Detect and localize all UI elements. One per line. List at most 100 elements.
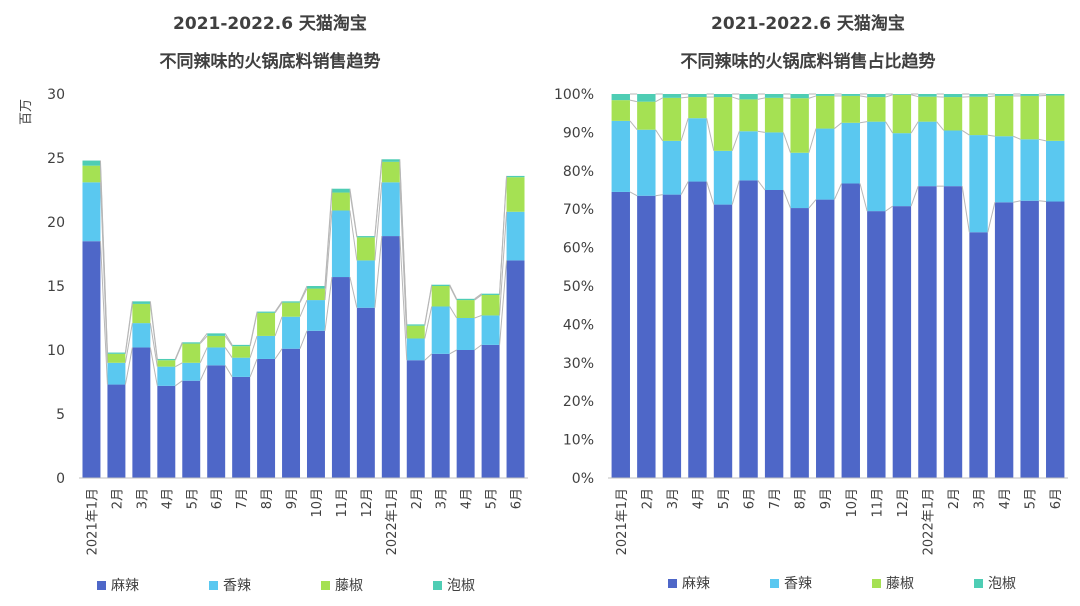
left-chart-bar-tengjiao <box>481 294 500 316</box>
right-chart-bar-mala <box>918 186 937 478</box>
left-chart-ylabel: 百万 <box>19 99 34 125</box>
left-chart-connector-line <box>474 314 482 319</box>
left-chart-bar-xiangla <box>207 347 226 366</box>
left-chart-connector-line <box>474 294 482 301</box>
right-chart-bar-mala <box>790 208 809 479</box>
left-chart-bar-mala <box>481 344 500 478</box>
left-chart-legend-label-mala: 麻辣 <box>111 578 139 594</box>
right-chart-category-label: 2021年1月 <box>615 488 630 555</box>
left-chart-bar-xiangla <box>82 182 101 242</box>
left-chart-bar-mala <box>82 241 101 478</box>
right-chart-bar-mala <box>764 190 784 478</box>
right-chart-bar-xiangla <box>764 132 784 190</box>
right-chart-category-label: 9月 <box>819 488 834 509</box>
right-chart-connector-line <box>782 189 791 209</box>
left-chart-bar-paojiao <box>257 311 276 313</box>
left-chart-connector-line <box>199 335 208 344</box>
left-chart-connector-line <box>199 333 208 343</box>
right-chart-bar-mala <box>739 180 758 478</box>
left-chart-bar-paojiao <box>356 236 375 238</box>
left-chart-connector-line <box>324 188 333 287</box>
left-chart-ytick-label: 10 <box>47 343 65 359</box>
left-chart-legend-label-tengjiao: 藤椒 <box>335 578 363 594</box>
right-chart-connector-line <box>1013 135 1021 140</box>
right-chart-category-label: 11月 <box>870 488 885 518</box>
right-chart-ytick-label: 10% <box>563 433 594 449</box>
left-chart-title-line2: 不同辣味的火锅底料销售趋势 <box>160 51 381 72</box>
left-chart-bar-paojiao <box>381 159 400 162</box>
right-chart-connector-line <box>731 131 740 152</box>
right-chart-bar-paojiao <box>662 94 682 98</box>
right-chart-connector-line <box>757 130 765 133</box>
left-chart-category-label: 6月 <box>210 488 225 509</box>
left-chart-category-label: 3月 <box>135 488 150 509</box>
right-chart-bar-paojiao <box>867 94 886 98</box>
right-chart-bar-tengjiao <box>611 100 630 121</box>
left-chart-connector-line <box>149 347 158 386</box>
right-chart-bar-paojiao <box>1046 94 1065 96</box>
right-chart-bar-xiangla <box>713 150 733 205</box>
right-chart-connector-line <box>629 191 638 197</box>
right-chart-connector-line <box>961 186 970 233</box>
right-chart-ytick-label: 80% <box>563 164 594 180</box>
left-chart-connector-line <box>349 210 358 261</box>
left-chart-connector-line <box>499 211 508 316</box>
left-chart-connector-line <box>299 288 308 303</box>
right-chart-connector-line <box>936 121 945 131</box>
right-chart-bar-mala <box>867 211 886 478</box>
left-chart-bar-xiangla <box>481 315 500 345</box>
right-chart-legend-label-mala: 麻辣 <box>682 576 710 592</box>
right-chart-bar-paojiao <box>688 94 707 98</box>
left-chart-ytick-label: 20 <box>47 215 65 231</box>
left-chart-bar-mala <box>356 307 375 478</box>
left-chart-bar-xiangla <box>107 362 126 385</box>
left-chart-category-label: 10月 <box>310 488 325 518</box>
right-chart-ytick-label: 40% <box>563 317 594 333</box>
left-chart-legend-label-paojiao: 泡椒 <box>447 578 475 594</box>
right-chart-legend-label-paojiao: 泡椒 <box>988 576 1016 592</box>
right-chart-bar-paojiao <box>611 94 630 101</box>
left-chart-connector-line <box>324 210 333 301</box>
left-chart-bar-paojiao <box>107 352 126 354</box>
right-chart-ytick-label: 60% <box>563 241 594 257</box>
left-chart-bar-paojiao <box>82 160 101 166</box>
right-chart-connector-line <box>655 97 663 103</box>
left-chart-connector-line <box>399 182 408 339</box>
left-chart-ytick-label: 5 <box>56 407 65 423</box>
left-chart-bar-tengjiao <box>82 165 101 183</box>
right-chart-bar-mala <box>892 206 912 478</box>
left-chart-bar-tengjiao <box>282 302 301 317</box>
left-chart-connector-line <box>424 284 433 325</box>
right-chart-bar-tengjiao <box>943 97 963 131</box>
left-chart-category-label: 11月 <box>335 488 350 518</box>
right-chart-bar-paojiao <box>892 94 912 95</box>
left-chart-connector-line <box>324 276 333 331</box>
left-chart-ytick-label: 30 <box>47 87 65 103</box>
right-chart-connector-line <box>910 185 919 207</box>
right-chart-bar-tengjiao <box>688 97 707 119</box>
right-chart-connector-line <box>655 129 664 142</box>
left-chart-ytick-label: 0 <box>56 471 65 487</box>
left-chart-bar-tengjiao <box>306 288 325 301</box>
right-chart-bar-mala <box>969 232 988 478</box>
left-chart-bar-xiangla <box>257 335 276 359</box>
right-chart-ytick-label: 30% <box>563 356 594 372</box>
right-chart-ytick-label: 100% <box>554 87 594 103</box>
right-chart-bar-paojiao <box>994 94 1014 96</box>
right-chart-bar-mala <box>816 199 835 478</box>
right-chart-bar-mala <box>943 186 963 478</box>
right-chart-bar-mala <box>662 194 682 479</box>
left-chart-connector-line <box>174 342 183 360</box>
right-chart-connector-line <box>808 95 817 99</box>
right-chart-connector-line <box>757 97 766 100</box>
right-chart-legend-label-tengjiao: 藤椒 <box>886 576 914 592</box>
right-chart-connector-line <box>910 121 919 134</box>
right-chart-category-label: 4月 <box>691 488 706 509</box>
left-chart-category-label: 7月 <box>235 488 250 509</box>
left-chart-bar-xiangla <box>356 260 375 308</box>
right-chart-connector-line <box>859 183 868 212</box>
left-chart-legend-label-xiangla: 香辣 <box>223 578 251 594</box>
right-chart-connector-line <box>706 118 715 151</box>
right-chart-category-label: 10月 <box>845 488 860 518</box>
right-chart-category-label: 6月 <box>1049 488 1064 509</box>
